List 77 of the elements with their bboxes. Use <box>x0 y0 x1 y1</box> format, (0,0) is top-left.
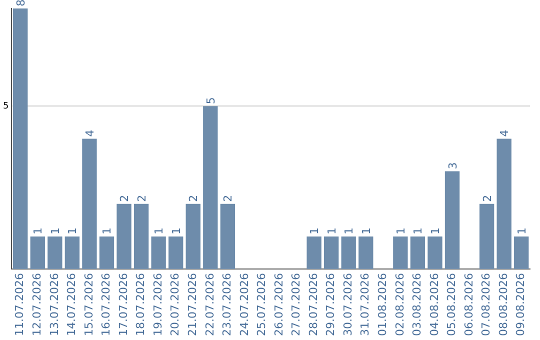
data-label: 2 <box>135 194 148 202</box>
data-label: 4 <box>498 130 512 137</box>
data-label: 2 <box>187 194 200 202</box>
bar <box>186 204 200 270</box>
bar <box>306 236 322 270</box>
x-tick-label: 11.07.2026 <box>13 273 26 336</box>
bar <box>479 204 494 270</box>
bar <box>99 236 114 270</box>
data-label: 1 <box>360 227 373 234</box>
x-tick-label: 15.07.2026 <box>82 273 96 336</box>
bar <box>410 236 426 270</box>
x-tick-label: 26.07.2026 <box>272 273 286 336</box>
bar <box>496 138 512 270</box>
bar <box>116 204 132 270</box>
bar <box>168 236 184 270</box>
x-tick-label: 30.07.2026 <box>341 273 354 336</box>
bar <box>151 236 166 270</box>
data-label: 4 <box>83 130 96 137</box>
x-tick-label: 03.08.2026 <box>410 273 424 336</box>
bar <box>203 106 218 270</box>
x-tick-label: 20.07.2026 <box>168 273 182 336</box>
bar <box>514 236 529 270</box>
x-tick-label: 23.07.2026 <box>220 273 234 336</box>
x-tick-label: 16.07.2026 <box>100 273 113 336</box>
data-label: 1 <box>428 227 442 234</box>
data-label: 1 <box>325 227 338 234</box>
x-tick-label: 05.08.2026 <box>445 273 458 336</box>
x-tick-label: 21.07.2026 <box>186 273 199 336</box>
x-tick-label: 28.07.2026 <box>306 273 320 336</box>
data-label: 1 <box>394 227 408 234</box>
data-label: 1 <box>66 227 80 234</box>
x-tick-label: 13.07.2026 <box>48 273 61 336</box>
data-label: 2 <box>222 194 235 202</box>
x-tick-label: 24.07.2026 <box>238 273 251 336</box>
x-tick-label: 29.07.2026 <box>324 273 338 336</box>
data-label: 2 <box>118 194 132 202</box>
x-tick-label: 08.08.2026 <box>496 273 510 336</box>
bar <box>220 204 236 270</box>
bar <box>30 236 45 270</box>
data-label: 3 <box>446 162 460 170</box>
x-tick-label: 14.07.2026 <box>65 273 78 336</box>
x-tick-label: 31.07.2026 <box>358 273 372 336</box>
data-label: 1 <box>152 227 166 234</box>
bar <box>393 236 408 270</box>
data-label: 1 <box>308 227 322 234</box>
bar <box>64 236 80 270</box>
bar <box>134 204 149 270</box>
bar <box>444 171 460 270</box>
bar <box>358 236 374 270</box>
x-tick-label: 19.07.2026 <box>151 273 164 336</box>
data-label: 2 <box>480 194 494 202</box>
data-label: 8 <box>14 0 28 6</box>
x-tick-label: 01.08.2026 <box>376 273 390 336</box>
bar <box>48 236 62 270</box>
bar <box>428 236 442 270</box>
x-tick-label: 25.07.2026 <box>255 273 268 336</box>
data-label: 1 <box>32 227 45 234</box>
x-tick-label: 06.08.2026 <box>462 273 476 336</box>
x-tick-label: 18.07.2026 <box>134 273 148 336</box>
x-tick-label: 27.07.2026 <box>290 273 303 336</box>
x-tick-label: 09.08.2026 <box>514 273 528 336</box>
x-tick-label: 17.07.2026 <box>116 273 130 336</box>
data-label: 1 <box>412 227 425 234</box>
bar <box>324 236 339 270</box>
x-tick-label: 04.08.2026 <box>428 273 441 336</box>
x-tick-label: 02.08.2026 <box>393 273 406 336</box>
data-label: 1 <box>515 227 528 234</box>
bar <box>341 236 356 270</box>
data-label: 5 <box>204 97 218 104</box>
x-tick-label: 22.07.2026 <box>203 273 216 336</box>
x-tick-label: 12.07.2026 <box>30 273 44 336</box>
data-label: 1 <box>342 227 356 234</box>
data-label: 1 <box>48 227 62 234</box>
bar <box>82 138 97 270</box>
data-label: 1 <box>170 227 183 234</box>
x-tick-label: 07.08.2026 <box>480 273 493 336</box>
data-label: 1 <box>100 227 114 234</box>
